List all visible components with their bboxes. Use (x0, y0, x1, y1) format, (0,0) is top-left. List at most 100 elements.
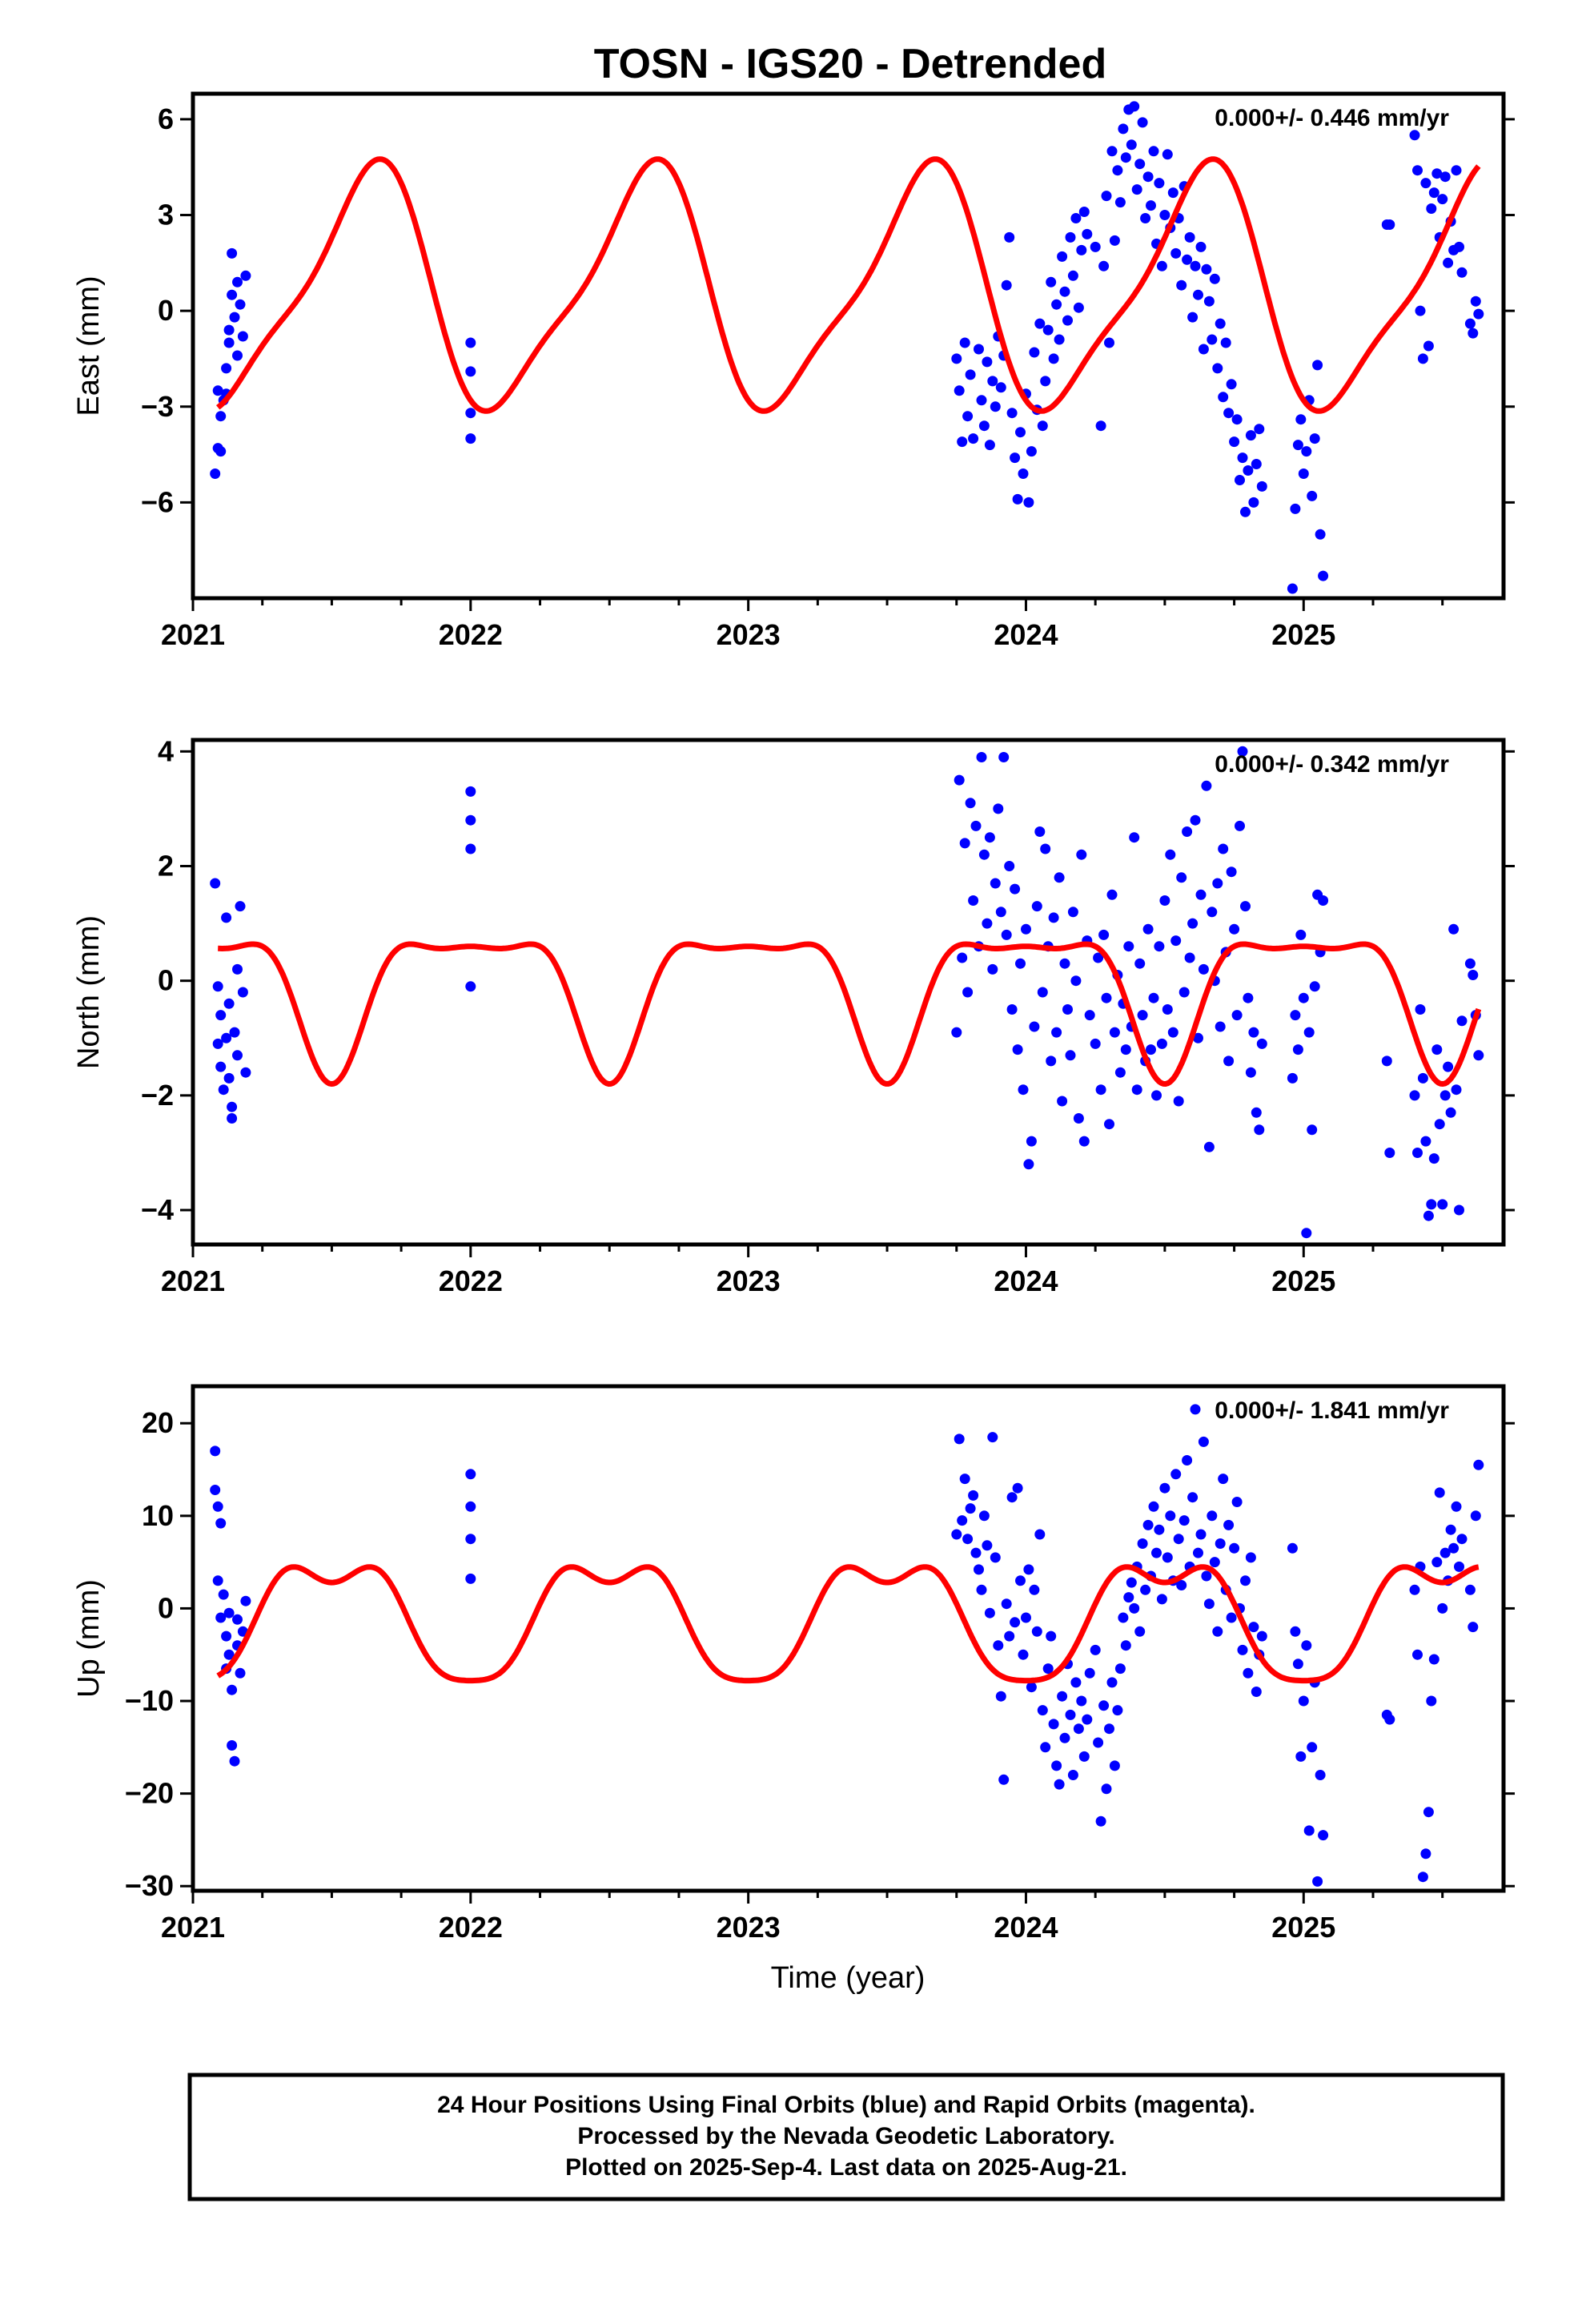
data-point-final (1040, 376, 1051, 387)
data-point-final (1037, 420, 1048, 432)
data-point-final (1178, 1515, 1190, 1526)
data-point-final (970, 1547, 982, 1558)
data-point-final (990, 1552, 1001, 1563)
data-point-final (1295, 929, 1307, 940)
data-point-final (227, 1684, 238, 1695)
data-point-final (235, 1667, 246, 1679)
data-point-final (1473, 1050, 1484, 1061)
data-point-final (1226, 379, 1237, 390)
panel-north: 2021 2022 2023 2024 2025 −4 −2 0 2 4 North (mm) 0.0… (72, 734, 1515, 1297)
data-point-final (1298, 468, 1309, 479)
data-point-final (1235, 475, 1245, 485)
data-point-final (1434, 1487, 1445, 1498)
data-point-final (237, 987, 248, 998)
data-point-final (1456, 1015, 1468, 1027)
data-point-final (1243, 1667, 1254, 1679)
data-point-final (978, 1510, 990, 1522)
data-point-final (1437, 1199, 1448, 1210)
data-point-final (1473, 308, 1484, 320)
data-point-final (1203, 1141, 1215, 1152)
data-point-final (1159, 895, 1170, 906)
data-point-final (223, 1072, 235, 1084)
data-point-final (1137, 117, 1148, 128)
data-point-final (1015, 958, 1026, 969)
data-point-final (1142, 171, 1154, 183)
data-point-final (1018, 1084, 1029, 1096)
data-point-final (1251, 1687, 1262, 1697)
data-point-final (1182, 1455, 1193, 1466)
data-point-final (215, 1010, 227, 1021)
x-tick-label-2024: 2024 (994, 1265, 1058, 1297)
data-point-final (1451, 1084, 1462, 1096)
data-point-final (1065, 1050, 1076, 1061)
data-point-final (1006, 1492, 1018, 1503)
y-tick-label: −20 (125, 1777, 174, 1810)
data-point-final (1417, 1872, 1428, 1883)
data-point-final (1146, 1044, 1156, 1055)
data-point-final (1140, 1584, 1151, 1595)
data-point-final (993, 1640, 1004, 1651)
data-point-final (215, 411, 227, 422)
data-point-final (1176, 1580, 1187, 1590)
data-point-final (1415, 1004, 1426, 1015)
footer-box (187, 2073, 1505, 2201)
data-point-final (1212, 878, 1223, 889)
x-tick-label-2025: 2025 (1271, 1265, 1335, 1297)
data-point-final (1468, 970, 1479, 980)
data-point-final (227, 289, 238, 300)
data-point-final (965, 798, 976, 809)
data-point-final (1034, 826, 1046, 837)
data-point-final (1167, 187, 1178, 199)
data-point-final (1456, 1534, 1468, 1545)
data-point-final (1454, 1561, 1464, 1572)
data-point-final (1037, 987, 1048, 998)
data-point-final (465, 981, 476, 992)
footer-line-2: Processed by the Nevada Geodetic Laborat… (577, 2123, 1114, 2149)
data-point-final (1026, 1682, 1037, 1693)
data-point-final (1439, 1090, 1451, 1101)
y-tick-label: −4 (141, 1193, 174, 1226)
data-point-final (1473, 1459, 1484, 1470)
data-point-final (1084, 1010, 1095, 1021)
data-point-final (1464, 1584, 1476, 1595)
data-point-final (1078, 207, 1090, 217)
data-point-final (976, 752, 987, 762)
data-point-final (1303, 1027, 1315, 1038)
data-point-final (1078, 1751, 1090, 1762)
data-point-final (959, 838, 970, 849)
data-point-final (1301, 446, 1312, 457)
data-point-final (1428, 1654, 1439, 1665)
data-point-final (1248, 1622, 1259, 1633)
data-point-final (1415, 305, 1426, 316)
data-point-final (1104, 1119, 1114, 1130)
plot-frame (191, 738, 1506, 1247)
panel-east: 2021 2022 2023 2024 2025 −6 −3 0 3 6 East (mm) 0.00… (72, 91, 1515, 651)
data-point-final (1423, 1210, 1434, 1221)
data-point-final (1431, 1557, 1443, 1568)
data-point-final (1307, 1124, 1318, 1136)
panel-up: 2021 2022 2023 2024 2025 −30 −20 −10 0 10 20 Up (mm… (72, 1384, 1515, 1944)
data-point-final (1093, 1737, 1104, 1748)
x-tick-label-2023: 2023 (717, 618, 781, 651)
data-point-final (951, 1027, 962, 1038)
data-point-final (1154, 178, 1165, 189)
data-point-final (982, 1540, 993, 1551)
data-point-final (1154, 1524, 1165, 1535)
data-point-final (1048, 912, 1059, 923)
data-point-final (1156, 1038, 1167, 1049)
data-point-final (1078, 1136, 1090, 1147)
data-point-final (987, 376, 998, 387)
data-point-final (1067, 270, 1078, 281)
rate-annotation: 0.000+/- 1.841 mm/yr (1215, 1397, 1449, 1424)
data-point-final (1187, 1492, 1199, 1503)
data-point-final (1046, 1630, 1057, 1642)
data-point-final (1109, 1760, 1120, 1771)
data-point-final (1012, 1482, 1023, 1494)
data-point-final (1029, 1021, 1040, 1032)
data-point-final (215, 1612, 227, 1623)
data-point-final (1229, 923, 1240, 935)
data-point-final (1142, 1519, 1154, 1530)
data-point-final (1468, 328, 1479, 339)
data-point-final (1104, 337, 1114, 348)
data-point-final (974, 1564, 984, 1575)
